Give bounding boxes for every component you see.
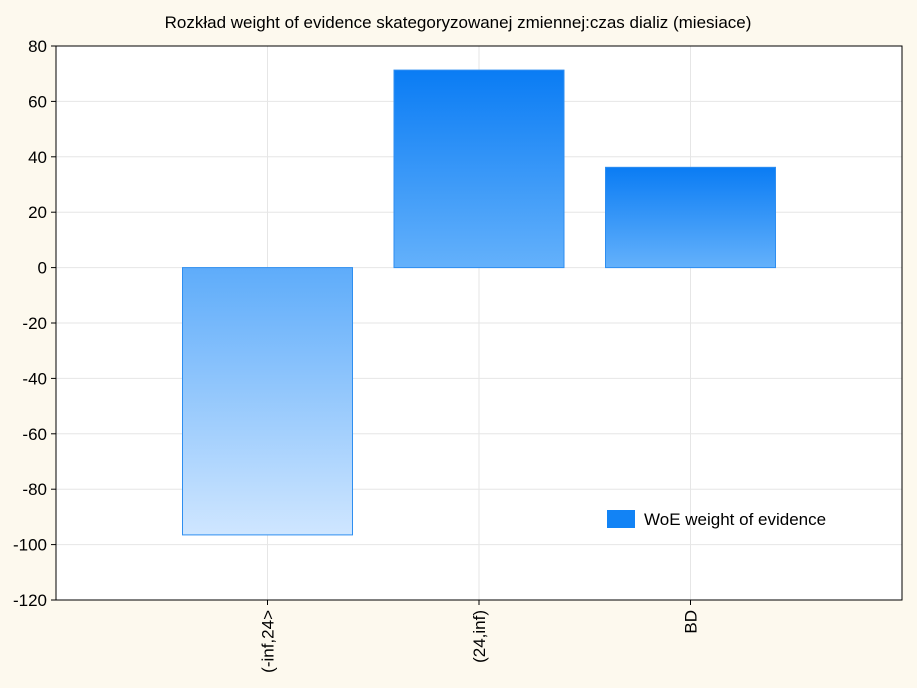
x-axis: (-inf,24> (24,inf) BD — [259, 600, 701, 673]
y-tick-label: 20 — [28, 203, 47, 222]
bar — [182, 267, 353, 536]
y-tick-label: 40 — [28, 148, 47, 167]
y-tick-label: -100 — [13, 536, 47, 555]
bar — [393, 69, 565, 269]
legend: WoE weight of evidence — [607, 510, 826, 529]
y-tick-label: -80 — [22, 480, 47, 499]
y-tick-label: 0 — [38, 259, 47, 278]
bar — [605, 166, 776, 269]
y-tick-label: 80 — [28, 37, 47, 56]
legend-swatch — [607, 510, 635, 528]
y-tick-label: -120 — [13, 591, 47, 610]
y-tick-label: -60 — [22, 425, 47, 444]
y-tick-label: 60 — [28, 92, 47, 111]
chart-title: Rozkład weight of evidence skategoryzowa… — [165, 13, 752, 32]
y-tick-label: -20 — [22, 314, 47, 333]
bars — [182, 69, 776, 536]
legend-label: WoE weight of evidence — [644, 510, 826, 529]
y-tick-label: -40 — [22, 369, 47, 388]
x-tick-label: (-inf,24> — [259, 610, 278, 673]
y-axis: 80 60 40 20 0 -20 -40 -60 -80 -100 -120 — [13, 37, 56, 610]
x-tick-label: (24,inf) — [470, 610, 489, 663]
x-tick-label: BD — [682, 610, 701, 634]
